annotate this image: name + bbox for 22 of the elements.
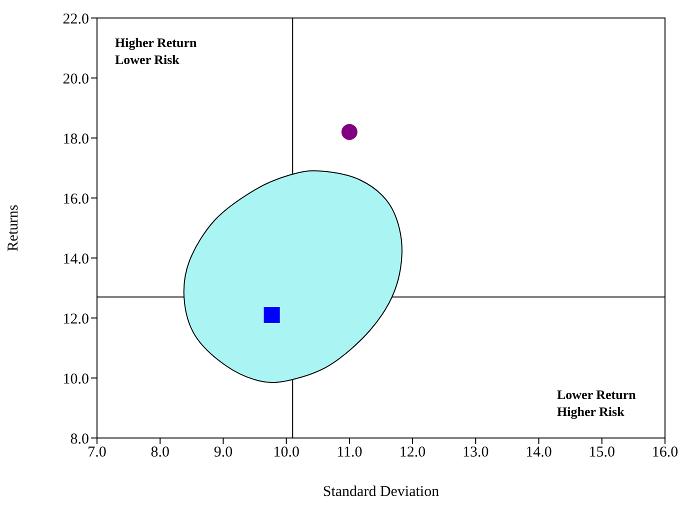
x-tick-label: 12.0 [399, 444, 426, 461]
y-tick-label: 18.0 [62, 131, 89, 148]
x-tick-label: 13.0 [462, 444, 489, 461]
y-tick-label: 16.0 [62, 191, 89, 208]
y-tick-label: 12.0 [62, 311, 89, 328]
x-tick-label: 10.0 [273, 444, 300, 461]
y-tick-label: 14.0 [62, 251, 89, 268]
y-tick-label: 10.0 [62, 371, 89, 388]
y-tick-label: 8.0 [70, 431, 89, 448]
y-tick-label: 22.0 [62, 11, 89, 28]
annotation: Lower Return Higher Risk [557, 386, 636, 420]
x-tick-label: 7.0 [88, 444, 106, 461]
y-tick-label: 20.0 [62, 71, 89, 88]
x-tick-label: 11.0 [336, 444, 362, 461]
x-tick-label: 16.0 [652, 444, 678, 461]
x-tick-label: 8.0 [150, 444, 170, 461]
annotation: Higher Return Lower Risk [115, 34, 197, 68]
x-tick-label: 14.0 [526, 444, 552, 461]
x-tick-label: 9.0 [214, 444, 233, 461]
x-tick-label: 15.0 [588, 444, 616, 461]
x-axis-title: Standard Deviation [322, 484, 440, 500]
y-axis-title: Returns [5, 204, 22, 252]
